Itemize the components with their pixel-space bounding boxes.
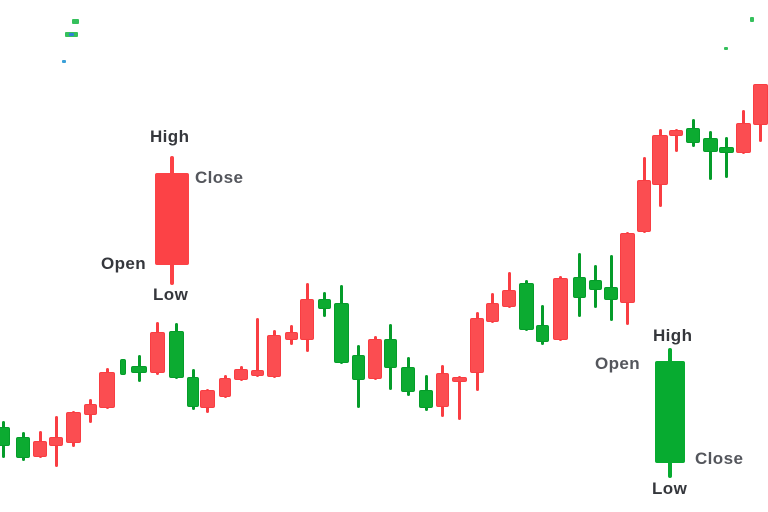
candle-body — [401, 367, 415, 392]
candle-body — [33, 441, 47, 457]
candle-body — [703, 138, 718, 152]
candle-body — [49, 437, 63, 446]
green-candle-low-label: Low — [652, 479, 688, 498]
candle-body — [318, 299, 331, 309]
candle-body — [436, 373, 449, 407]
candle-body — [573, 277, 586, 298]
example-candle-body — [655, 361, 685, 463]
candle-body — [669, 130, 683, 136]
green-candle-close-label: Close — [695, 449, 744, 468]
candle-body — [219, 378, 231, 397]
candle-body — [604, 287, 618, 300]
candle-body — [368, 339, 382, 379]
green-candle-high-label: High — [653, 326, 693, 345]
candle-body — [0, 427, 10, 446]
candle-body — [470, 318, 484, 373]
candle-body — [251, 370, 264, 376]
candle-wick — [709, 131, 712, 180]
candle-body — [66, 412, 81, 443]
candle-body — [452, 377, 467, 382]
candle-body — [652, 135, 668, 185]
candle-body — [686, 128, 700, 143]
candle-body — [334, 303, 349, 363]
red-candle-high-label: High — [150, 127, 190, 146]
candle-body — [84, 404, 97, 415]
red-candle-low-label: Low — [153, 285, 189, 304]
candle-body — [131, 366, 147, 373]
candle-body — [352, 355, 365, 380]
candle-body — [384, 339, 397, 368]
candle-body — [150, 332, 165, 373]
candle-wick — [458, 376, 461, 420]
artifact-speck — [62, 60, 66, 63]
candle-body — [234, 369, 248, 380]
candle-body — [169, 331, 184, 378]
candle-body — [419, 390, 433, 408]
artifact-speck — [750, 17, 754, 22]
candle-wick — [674, 129, 678, 152]
candle-body — [16, 437, 30, 458]
candle-body — [187, 377, 199, 407]
candle-body — [285, 332, 298, 340]
candle-body — [620, 233, 635, 303]
candle-body — [300, 299, 314, 340]
artifact-speck — [69, 33, 74, 36]
green-candle-open-label: Open — [595, 354, 641, 373]
candle-body — [719, 147, 734, 153]
artifact-speck — [724, 47, 728, 50]
candle-body — [99, 372, 115, 408]
red-candle-open-label: Open — [101, 254, 147, 273]
candle-body — [519, 283, 534, 330]
candle-body — [637, 180, 651, 232]
candle-wick — [725, 137, 728, 178]
red-candle-close-label: Close — [195, 168, 244, 187]
candle-body — [502, 290, 516, 307]
example-candle-body — [155, 173, 189, 265]
candle-body — [553, 278, 568, 340]
artifact-speck — [72, 19, 79, 24]
candle-body — [753, 84, 768, 125]
candle-body — [486, 303, 499, 322]
candle-body — [120, 359, 126, 375]
candle-body — [536, 325, 549, 342]
candle-body — [267, 335, 281, 377]
candle-wick — [256, 318, 259, 377]
candle-body — [736, 123, 751, 153]
candle-body — [200, 390, 215, 408]
candle-body — [589, 280, 602, 290]
